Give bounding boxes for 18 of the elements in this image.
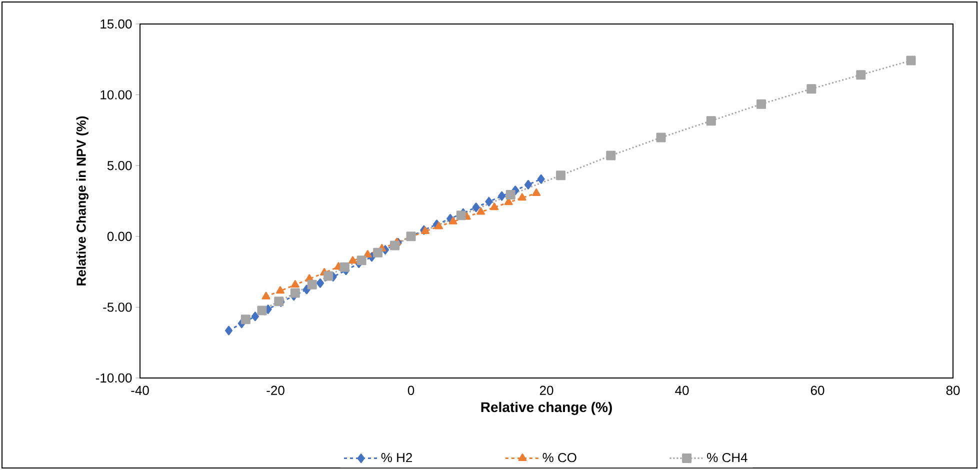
- x-axis-title: Relative change (%): [481, 402, 612, 415]
- y-tick-label: 0.00: [107, 232, 132, 241]
- y-tick-label: 10.00: [100, 90, 132, 100]
- y-tick-label: 5.00: [107, 160, 132, 170]
- legend-label: % H2: [381, 452, 412, 462]
- x-tick-label: 0: [408, 386, 414, 395]
- legend-label: % CO: [542, 452, 576, 462]
- x-tick-label: 40: [675, 386, 689, 395]
- x-tick-label: 80: [946, 386, 960, 395]
- y-tick-label: -5.00: [103, 302, 132, 312]
- x-tick-label: -20: [266, 386, 284, 395]
- y-tick-label: 15.00: [100, 19, 132, 29]
- x-tick-label: -40: [131, 386, 149, 395]
- x-tick-label: 60: [810, 386, 824, 395]
- y-axis-title: Relative Change in NPV (%): [76, 116, 88, 286]
- x-tick-label: 20: [540, 386, 554, 395]
- legend-label: % CH4: [707, 452, 748, 462]
- y-tick-label: -10.00: [96, 373, 132, 383]
